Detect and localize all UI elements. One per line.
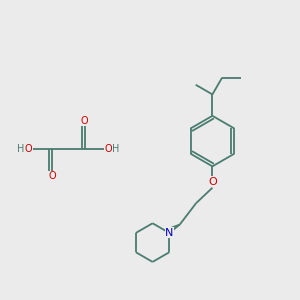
Text: O: O	[48, 171, 56, 181]
Text: H: H	[112, 143, 120, 154]
Text: H: H	[17, 143, 24, 154]
Text: N: N	[165, 228, 173, 238]
Text: O: O	[105, 143, 112, 154]
Text: O: O	[208, 177, 217, 187]
Text: O: O	[81, 116, 88, 126]
Text: N: N	[165, 228, 173, 238]
Text: O: O	[24, 143, 32, 154]
